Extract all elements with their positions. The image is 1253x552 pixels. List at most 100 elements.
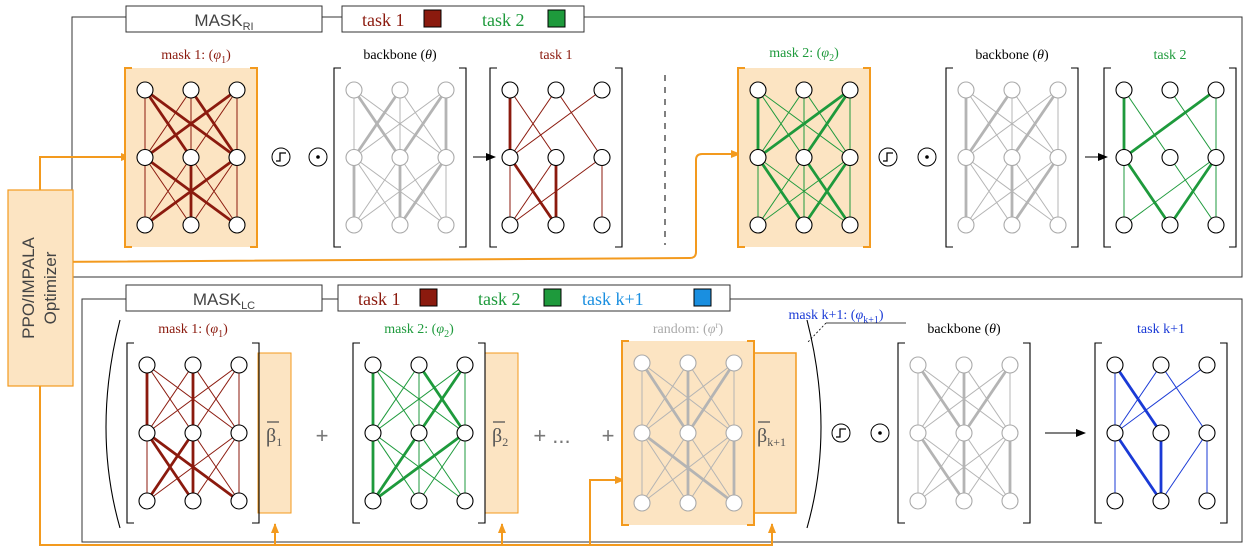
lc-taskk-network-node bbox=[1152, 356, 1170, 374]
ri-backbone2-network-node bbox=[1049, 148, 1067, 167]
legend-lc-task2-label: task 2 bbox=[478, 289, 521, 309]
legend-lc-task1-swatch bbox=[419, 288, 438, 307]
flow-to-ri-mask1 bbox=[39, 153, 131, 192]
ri-task2-network-left-bracket bbox=[1103, 67, 1111, 248]
lc-random-network-edge bbox=[641, 362, 689, 434]
ri-backbone1-network-edge bbox=[353, 89, 447, 158]
lc-random-label: random: (φr) bbox=[653, 320, 724, 337]
ri-backbone1-network-node bbox=[345, 216, 363, 234]
ri-backbone2-network-right-bracket bbox=[1071, 67, 1079, 248]
ri-backbone1-network-left-bracket bbox=[333, 67, 341, 248]
lc-mask1-label: mask 1: (φ1) bbox=[158, 322, 228, 340]
ri-task1-network-node bbox=[501, 148, 519, 167]
lc-mask1-network-node bbox=[230, 492, 248, 510]
ri-backbone2-network-edge bbox=[965, 157, 1013, 226]
ri-mask2-network bbox=[737, 67, 871, 248]
legend-lc-task1-label: task 1 bbox=[358, 289, 401, 309]
panel-lc-legend-box bbox=[337, 284, 731, 312]
lc-taskk-network-edge bbox=[1113, 432, 1163, 502]
lc-random-network-edge bbox=[641, 432, 689, 504]
lc-backbone-network-node bbox=[909, 492, 927, 510]
ri-backbone2-network-node bbox=[1003, 81, 1021, 99]
ri-mask2-label: mask 2: (φ2) bbox=[769, 46, 839, 64]
ri-task2-network-right-bracket bbox=[1229, 67, 1237, 248]
ri-mask1-network-edge bbox=[144, 156, 238, 227]
ri-mask2-network-right-bracket bbox=[863, 67, 871, 248]
lc-random-network-node bbox=[679, 494, 697, 512]
lc-mask1-network-edge bbox=[192, 364, 240, 434]
legend-ri-task2-swatch bbox=[547, 9, 566, 28]
ri-odot-icon-1 bbox=[308, 147, 328, 167]
lc-mask1-network-edge bbox=[145, 432, 195, 502]
ri-backbone1-network-node bbox=[345, 148, 363, 167]
lc-random-network-node bbox=[633, 354, 651, 372]
ri-mask2-network-node bbox=[749, 216, 767, 234]
ri-backbone1-network-edge bbox=[352, 89, 402, 159]
ri-task1-network-node bbox=[593, 81, 611, 99]
lc-mask2-network-node bbox=[410, 424, 428, 442]
ri-backbone2-network-edges bbox=[964, 89, 1060, 226]
ri-mask1-network-edge bbox=[190, 157, 238, 226]
ri-task2-network bbox=[1103, 67, 1237, 248]
lc-random-network-edge bbox=[641, 362, 735, 434]
optimizer-label: PPO/IMPALA Optimizer bbox=[19, 236, 60, 338]
ri-backbone2-network-edge bbox=[965, 89, 1059, 158]
lc-random-network-nodes bbox=[633, 354, 743, 512]
ri-task1-network-edge bbox=[509, 89, 603, 158]
ri-task2-network-edge bbox=[1123, 157, 1217, 226]
ri-mask1-network-right-bracket bbox=[250, 67, 258, 248]
ri-mask1-network-node bbox=[136, 81, 154, 99]
ri-task1-network-node bbox=[547, 81, 565, 99]
ri-task2-network-node bbox=[1115, 148, 1133, 167]
ri-backbone1-network-node bbox=[437, 148, 455, 167]
lc-mask1-network-node bbox=[138, 424, 156, 442]
ri-mask2-network-nodes bbox=[749, 81, 859, 234]
lc-backbone-network-edge bbox=[917, 364, 965, 434]
ri-mask1-network-edge bbox=[144, 89, 192, 158]
ri-backbone1-network-edges bbox=[352, 89, 448, 226]
ri-mask1-network-node bbox=[136, 148, 154, 167]
ri-task2-network-edge bbox=[1169, 89, 1217, 158]
lc-random-network-edge bbox=[687, 432, 735, 504]
ri-task1-network-edge bbox=[509, 157, 557, 226]
lc-beta2-label: β2 bbox=[492, 425, 508, 449]
legend-ri-task1-swatch bbox=[423, 9, 442, 28]
ri-task2-network-node bbox=[1207, 148, 1225, 167]
ri-backbone2-network-nodes bbox=[957, 81, 1067, 234]
lc-taskk-network-node bbox=[1198, 424, 1216, 442]
ri-mask1-network-node bbox=[182, 81, 200, 99]
ri-mask2-network-node bbox=[795, 81, 813, 99]
lc-taskk-network-right-bracket bbox=[1220, 342, 1228, 524]
panel-ri-title-box bbox=[125, 5, 323, 33]
ri-task1-network-edge bbox=[509, 89, 557, 158]
ri-task2-network-node bbox=[1161, 216, 1179, 234]
ri-task2-label: task 2 bbox=[1153, 48, 1186, 63]
lc-backbone-network-nodes bbox=[909, 356, 1019, 510]
ri-mask1-network-node bbox=[182, 216, 200, 234]
ri-backbone1-network-edge bbox=[398, 89, 448, 159]
ri-mask2-network-edge bbox=[802, 89, 852, 159]
lc-mask1-network-node bbox=[138, 492, 156, 510]
lc-backbone-network-node bbox=[1001, 492, 1019, 510]
panel-lc-title-box bbox=[125, 284, 323, 312]
ri-backbone1-network-nodes bbox=[345, 81, 455, 234]
ri-mask1-label: mask 1: (φ1) bbox=[161, 48, 231, 66]
ri-mask1-network-node bbox=[182, 148, 200, 167]
ri-mask1-network-left-bracket bbox=[124, 67, 132, 248]
lc-taskk-network-edge bbox=[1114, 364, 1208, 434]
lc-backbone-network-node bbox=[909, 424, 927, 442]
lc-backbone-network-node bbox=[1001, 424, 1019, 442]
ri-task1-network-node bbox=[593, 148, 611, 167]
lc-maskk-label: mask k+1: (φk+1) bbox=[788, 308, 883, 326]
legend-lc-task2-swatch bbox=[543, 288, 562, 307]
lc-taskk-network-nodes bbox=[1106, 356, 1216, 510]
lc-beta1-box bbox=[257, 352, 292, 514]
lc-random-network-node bbox=[725, 424, 743, 442]
lc-open-paren bbox=[105, 319, 121, 529]
ri-task2-network-node bbox=[1207, 81, 1225, 99]
lc-mask1-network-left-bracket bbox=[126, 342, 134, 524]
ri-backbone1-network bbox=[333, 67, 467, 248]
ri-mask2-network-node bbox=[841, 148, 859, 167]
ri-step-icon-2 bbox=[878, 147, 898, 167]
